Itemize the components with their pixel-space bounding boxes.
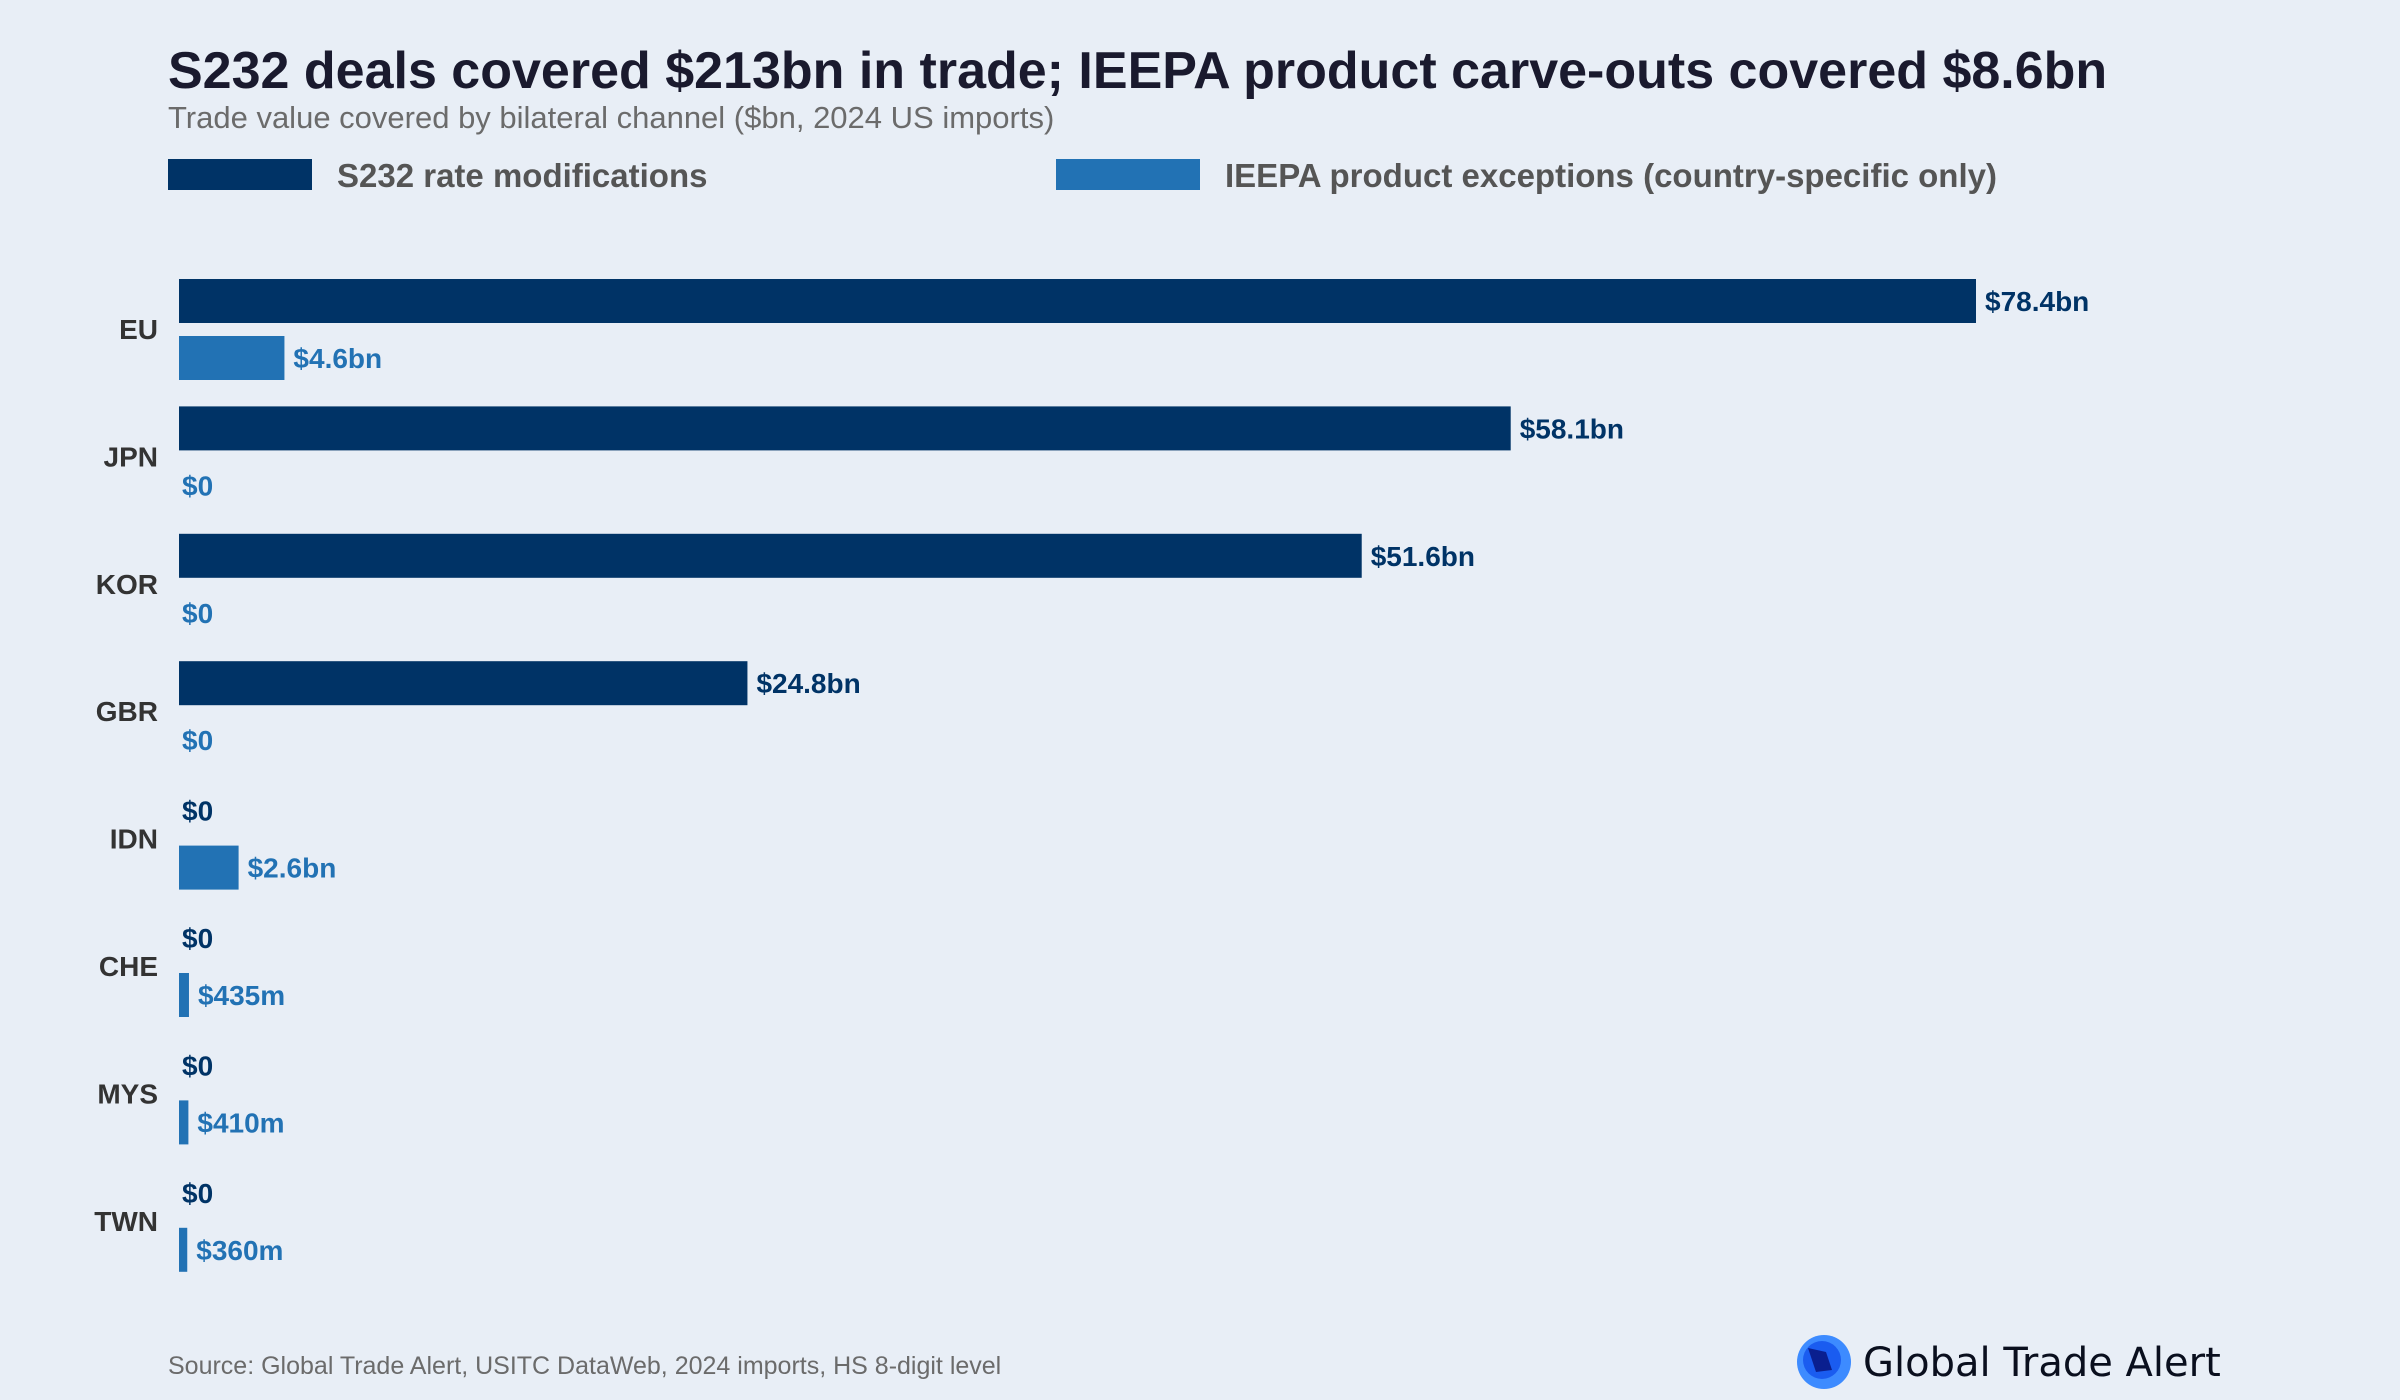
category-label-gbr: GBR <box>96 696 158 727</box>
logo-text: Global Trade Alert <box>1863 1340 2221 1386</box>
data-label-s232-che: $0 <box>182 923 213 954</box>
data-label-s232-jpn: $58.1bn <box>1520 413 1624 444</box>
data-label-s232-kor: $51.6bn <box>1371 541 1475 572</box>
category-label-kor: KOR <box>96 569 158 600</box>
bar-s232-jpn <box>179 406 1511 451</box>
data-label-s232-gbr: $24.8bn <box>756 668 860 699</box>
logo-mark-icon <box>1797 1335 1851 1389</box>
chart-title: S232 deals covered $213bn in trade; IEEP… <box>168 42 2107 100</box>
bar-ieepa-mys <box>179 1100 189 1145</box>
legend-swatch-s232 <box>168 159 312 190</box>
bar-ieepa-eu <box>179 336 285 380</box>
data-label-s232-twn: $0 <box>182 1178 213 1209</box>
category-label-eu: EU <box>119 314 158 345</box>
bar-s232-eu <box>179 279 1976 323</box>
data-label-ieepa-che: $435m <box>198 980 285 1011</box>
data-label-ieepa-idn: $2.6bn <box>248 853 337 884</box>
legend-label-s232: S232 rate modifications <box>337 157 707 194</box>
bar-ieepa-twn <box>179 1227 188 1272</box>
plot-area: EU $78.4bn $4.6bn JPN $58.1bn $0 KOR $51.6bn $0 G… <box>94 279 2089 1272</box>
legend-label-ieepa: IEEPA product exceptions (country-specif… <box>1225 157 1997 194</box>
data-label-s232-eu: $78.4bn <box>1985 286 2089 317</box>
legend-swatch-ieepa <box>1056 159 1200 190</box>
data-label-s232-idn: $0 <box>182 796 213 827</box>
category-label-mys: MYS <box>97 1078 158 1109</box>
bar-s232-gbr <box>179 661 748 706</box>
data-label-ieepa-mys: $410m <box>197 1107 284 1138</box>
category-label-jpn: JPN <box>104 441 158 472</box>
category-label-che: CHE <box>99 951 158 982</box>
source-note: Source: Global Trade Alert, USITC DataWe… <box>168 1352 1001 1380</box>
category-label-twn: TWN <box>94 1206 158 1237</box>
data-label-ieepa-kor: $0 <box>182 598 213 629</box>
data-label-ieepa-twn: $360m <box>196 1235 283 1266</box>
chart-subtitle: Trade value covered by bilateral channel… <box>168 100 1054 135</box>
bar-s232-kor <box>179 533 1362 578</box>
logo: Global Trade Alert <box>1797 1335 2221 1389</box>
data-label-s232-mys: $0 <box>182 1050 213 1081</box>
legend: S232 rate modifications IEEPA product ex… <box>168 157 1997 194</box>
category-label-idn: IDN <box>110 824 158 855</box>
data-label-ieepa-jpn: $0 <box>182 470 213 501</box>
bar-ieepa-che <box>179 973 189 1017</box>
bar-ieepa-idn <box>179 845 239 890</box>
data-label-ieepa-eu: $4.6bn <box>293 343 382 374</box>
data-label-ieepa-gbr: $0 <box>182 725 213 756</box>
